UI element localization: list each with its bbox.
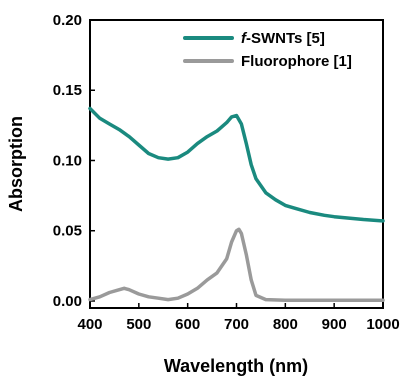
x-tick-label: 400	[77, 316, 102, 333]
y-axis-title: Absorption	[6, 116, 26, 212]
x-axis-ticks: 400 500 600 700 800 900 1000	[77, 303, 400, 333]
series-line-swnt	[88, 106, 385, 223]
legend-label-fluorophore: Fluorophore [1]	[241, 53, 352, 70]
y-tick-label: 0.20	[53, 12, 82, 29]
legend-label-swnt-suffix: -SWNTs [5]	[246, 30, 325, 47]
legend: f-SWNTs [5] Fluorophore [1]	[183, 30, 352, 70]
x-tick-label: 1000	[366, 316, 399, 333]
y-axis-ticks: 0.00 0.05 0.10 0.15 0.20	[53, 12, 95, 310]
x-tick-label: 800	[273, 316, 298, 333]
legend-entry-swnt: f-SWNTs [5]	[183, 30, 325, 47]
x-tick-label: 900	[322, 316, 347, 333]
legend-label-swnt-prefix: f	[241, 30, 248, 47]
plot-area: 400 500 600 700 800 900 1000 0.000.050.100.150…	[53, 12, 400, 333]
x-tick-label: 600	[175, 316, 200, 333]
y-tick-label: 0.05	[53, 223, 82, 240]
series-layer	[88, 106, 385, 303]
y-tick-label: 0.15	[53, 82, 82, 99]
x-tick-label: 500	[126, 316, 151, 333]
legend-entry-fluorophore: Fluorophore [1]	[183, 53, 352, 70]
y-tick-label: 0.10	[53, 152, 82, 169]
legend-label-swnt: f-SWNTs [5]	[241, 30, 325, 47]
y-tick-label: 0.00	[53, 293, 82, 310]
x-tick-label: 700	[224, 316, 249, 333]
series-line-fluorophore	[88, 227, 385, 303]
x-axis-title: Wavelength (nm)	[164, 356, 308, 376]
